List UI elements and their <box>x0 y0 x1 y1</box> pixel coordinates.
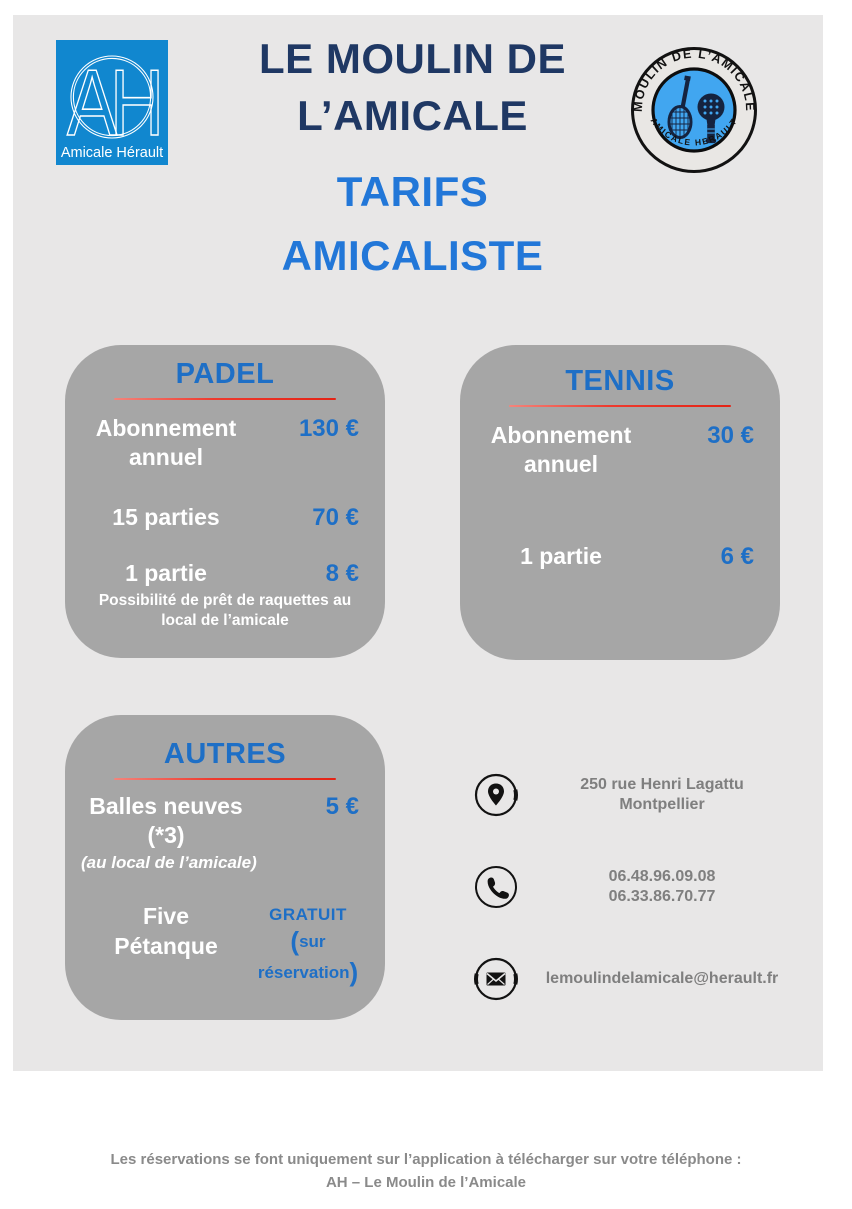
ah-logo-caption: Amicale Hérault <box>61 145 163 161</box>
price-value: 8 € <box>325 560 359 587</box>
tennis-row-abonnement: Abonnement annuel 30 € <box>460 421 780 479</box>
padel-note: Possibilité de prêt de raquettes au loca… <box>65 591 385 631</box>
title-line1: LE MOULIN DE <box>259 35 566 82</box>
title-line2: L’AMICALE <box>297 92 528 139</box>
padel-row-15-parties: 15 parties 70 € <box>65 503 385 532</box>
price-value: 130 € <box>298 415 359 442</box>
tennis-red-underline <box>509 405 731 407</box>
price-value: 5 € <box>325 793 359 820</box>
padel-row-1-partie: 1 partie 8 € <box>65 559 385 588</box>
price-label: Abonnement annuel <box>490 422 632 477</box>
moulin-amicale-logo-graphic: MOULIN DE L’AMICALE AMICALE HERAULT <box>631 47 757 173</box>
location-pin-icon <box>474 773 518 817</box>
contact-phone-row: 06.48.96.09.08 06.33.86.70.77 <box>455 864 805 910</box>
phone-number-2: 06.33.86.70.77 <box>608 888 716 905</box>
footer-line1: Les réservations se font uniquement sur … <box>110 1151 742 1168</box>
footer-line2: AH – Le Moulin de l’Amicale <box>325 1174 527 1191</box>
autres-card-title: AUTRES <box>163 738 287 770</box>
five-label-line1: Five <box>142 903 190 929</box>
price-value: 30 € <box>707 422 754 449</box>
price-label: 15 parties <box>112 504 220 530</box>
subtitle-line1: TARIFS <box>336 168 489 215</box>
padel-note-line2: local de l’amicale <box>161 612 289 629</box>
price-label: Balles neuves (*3) <box>87 792 245 850</box>
gratuit-value: GRATUIT <box>269 905 347 924</box>
price-label: 1 partie <box>125 560 207 586</box>
address-line2: Montpellier <box>619 796 705 813</box>
amicale-herault-logo-graphic: AH Amicale Hérault <box>56 40 168 165</box>
moulin-amicale-logo: MOULIN DE L’AMICALE AMICALE HERAULT <box>630 46 758 174</box>
price-label: Abonnement annuel <box>95 415 237 470</box>
contact-section: 250 rue Henri Lagattu Montpellier 06.48.… <box>455 772 805 1002</box>
autres-row-balles: Balles neuves (*3) 5 € <box>65 792 385 850</box>
contact-address-row: 250 rue Henri Lagattu Montpellier <box>455 772 805 818</box>
autres-red-underline <box>114 778 336 780</box>
padel-note-line1: Possibilité de prêt de raquettes au <box>98 592 352 609</box>
tennis-row-1-partie: 1 partie 6 € <box>460 542 780 571</box>
contact-address: 250 rue Henri Lagattu Montpellier <box>519 775 805 815</box>
price-value: GRATUIT (sur réservation) <box>245 901 371 988</box>
padel-racket-icon <box>697 93 725 144</box>
ah-monogram-text: AH <box>67 51 159 156</box>
price-value: 70 € <box>312 504 359 531</box>
phone-number-1: 06.48.96.09.08 <box>608 868 716 885</box>
subtitle-line2: AMICALISTE <box>281 232 544 279</box>
padel-card: PADEL Abonnement annuel 130 € 15 parties… <box>65 345 385 658</box>
five-label-line2: Pétanque <box>114 933 218 959</box>
amicale-herault-logo: AH Amicale Hérault <box>56 40 168 165</box>
tennis-card-title: TENNIS <box>565 365 675 397</box>
autres-note: (au local de l’amicale) <box>81 853 257 872</box>
price-label: 1 partie <box>520 543 602 569</box>
page-title: LE MOULIN DE L’AMICALE TARIFS AMICALISTE <box>225 30 600 288</box>
reservation-value: (sur réservation) <box>257 926 359 987</box>
padel-card-title: PADEL <box>175 358 275 390</box>
contact-phones: 06.48.96.09.08 06.33.86.70.77 <box>519 867 805 907</box>
autres-row-five-petanque: Five Pétanque GRATUIT (sur réservation) <box>65 901 385 988</box>
email-address: lemoulindelamicale@herault.fr <box>545 970 779 987</box>
balles-label-line1: Balles neuves <box>89 793 243 819</box>
price-label: Five Pétanque <box>87 901 245 961</box>
ah-monogram: AH <box>66 50 166 156</box>
autres-card: AUTRES Balles neuves (*3) 5 € (au local … <box>65 715 385 1020</box>
tennis-card: TENNIS Abonnement annuel 30 € 1 partie 6… <box>460 345 780 660</box>
address-line1: 250 rue Henri Lagattu <box>580 776 744 793</box>
padel-red-underline <box>114 398 336 400</box>
phone-icon <box>475 866 517 908</box>
email-icon <box>474 957 518 1001</box>
price-value: 6 € <box>720 543 754 570</box>
contact-email-row: lemoulindelamicale@herault.fr <box>455 956 805 1002</box>
footer-note: Les réservations se font uniquement sur … <box>0 1148 852 1194</box>
padel-row-abonnement: Abonnement annuel 130 € <box>65 414 385 472</box>
contact-email: lemoulindelamicale@herault.fr <box>519 969 805 989</box>
tennis-racket-icon <box>667 75 693 139</box>
balles-label-line2: (*3) <box>147 822 185 848</box>
